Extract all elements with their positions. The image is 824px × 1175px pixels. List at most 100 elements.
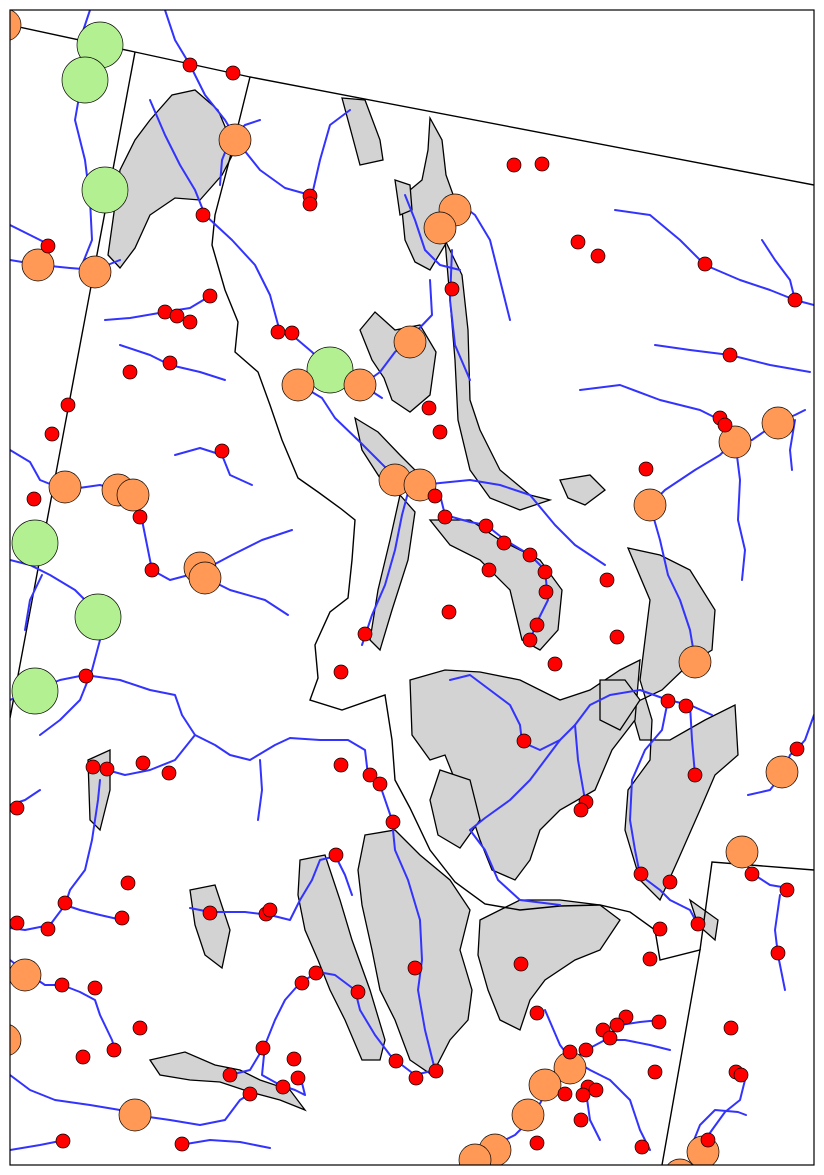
small-site-marker [437,509,453,525]
river [789,419,796,471]
small-site-marker [678,698,694,714]
basin-area [428,519,563,651]
small-site-marker [350,984,366,1000]
medium-site-marker [511,1098,545,1132]
medium-site-marker [667,1158,693,1165]
small-site-marker [78,668,94,684]
basin-area [477,899,621,1031]
river [609,1039,671,1051]
small-site-marker [697,256,713,272]
small-site-marker [478,518,494,534]
small-site-marker [557,1086,573,1102]
small-site-marker [242,1086,258,1102]
small-site-marker [408,1070,424,1086]
river [579,384,736,441]
small-site-marker [570,234,586,250]
small-site-marker [120,875,136,891]
small-site-marker [717,417,733,433]
small-site-marker [286,1051,302,1067]
small-site-marker [106,1042,122,1058]
basin-area [107,89,236,270]
river [299,971,436,1076]
small-site-marker [529,617,545,633]
river [449,674,523,743]
basin-area [444,239,553,511]
river [574,724,586,801]
large-site-marker [61,56,109,104]
small-site-marker [54,977,70,993]
large-site-marker [306,346,354,394]
small-site-marker [647,1064,663,1080]
medium-site-marker [78,255,112,289]
river [64,904,123,921]
small-site-marker [75,1049,91,1065]
small-site-marker [275,1079,291,1095]
basin-layer [87,89,739,1112]
small-site-marker [733,1067,749,1083]
small-site-marker [575,1087,591,1103]
small-site-marker [573,802,589,818]
small-site-marker [700,1132,716,1148]
basin-area [359,311,437,413]
small-site-marker [609,1017,625,1033]
small-site-marker [40,921,56,937]
river [469,829,561,906]
small-site-marker [55,1133,71,1149]
river [544,1009,651,1151]
medium-site-marker [678,645,712,679]
small-site-marker [602,1030,618,1046]
river [174,447,253,486]
basin-area [297,854,386,1061]
small-site-marker [427,488,443,504]
small-site-marker [407,960,423,976]
medium-site-marker [10,958,42,992]
medium-site-marker [281,368,315,402]
small-site-marker [169,308,185,324]
medium-site-marker [403,468,437,502]
map-frame [9,9,815,1166]
basin-area [357,829,473,1076]
small-site-marker [590,248,606,264]
small-site-marker [634,1139,650,1155]
basin-area [189,884,231,970]
river [629,699,699,926]
small-site-marker [660,693,676,709]
small-site-marker [722,347,738,363]
small-site-marker [481,562,497,578]
river [99,734,196,776]
small-site-marker [302,196,318,212]
small-site-marker [225,65,241,81]
small-site-marker [290,1070,306,1086]
small-site-marker [441,604,457,620]
small-site-marker [578,1042,594,1058]
river [179,1139,271,1149]
small-site-marker [599,572,615,588]
small-site-marker [40,238,56,254]
small-site-marker [652,921,668,937]
small-site-marker [662,874,678,890]
small-site-marker [588,1082,604,1098]
river [774,894,786,991]
small-site-marker [444,281,460,297]
small-site-marker [182,314,198,330]
large-site-marker [74,593,122,641]
small-site-marker [10,915,25,931]
medium-site-marker [48,470,82,504]
small-site-marker [744,866,760,882]
small-site-marker [516,733,532,749]
river [449,249,471,381]
medium-site-marker [765,755,799,789]
basin-area [369,493,416,652]
small-site-marker [132,509,148,525]
small-site-marker [573,1112,589,1128]
small-site-marker [534,156,550,172]
river [734,439,746,581]
small-site-marker [562,1044,578,1060]
river [469,739,561,831]
medium-site-marker [633,488,667,522]
small-site-marker [362,767,378,783]
river [649,504,696,661]
small-site-marker [529,1005,545,1021]
small-site-marker [57,895,73,911]
small-site-marker [421,400,437,416]
